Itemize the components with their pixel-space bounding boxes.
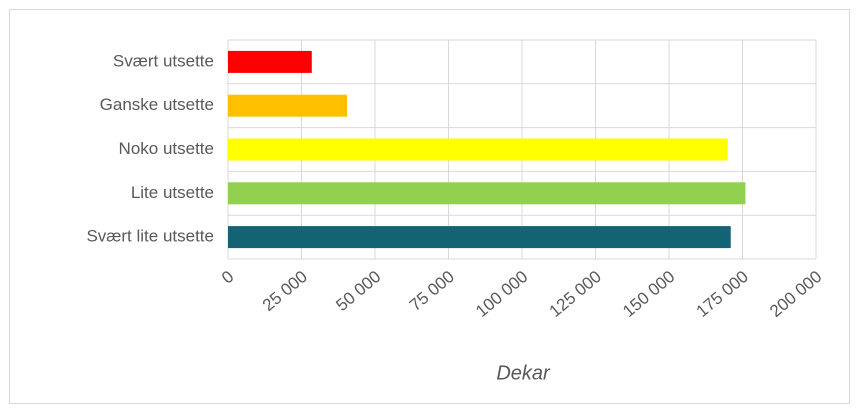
y-tick-label: Ganske utsette [100, 95, 214, 114]
y-tick-label: Svært utsette [113, 51, 214, 70]
x-axis-title: Dekar [496, 362, 551, 384]
bar [228, 182, 746, 205]
y-tick-label: Svært lite utsette [86, 227, 214, 246]
bar [228, 50, 312, 73]
y-tick-label: Lite utsette [131, 183, 214, 202]
bar [228, 138, 728, 161]
bar [228, 94, 348, 117]
bar [228, 226, 731, 249]
y-tick-label: Noko utsette [119, 139, 214, 158]
chart-frame [9, 9, 850, 404]
